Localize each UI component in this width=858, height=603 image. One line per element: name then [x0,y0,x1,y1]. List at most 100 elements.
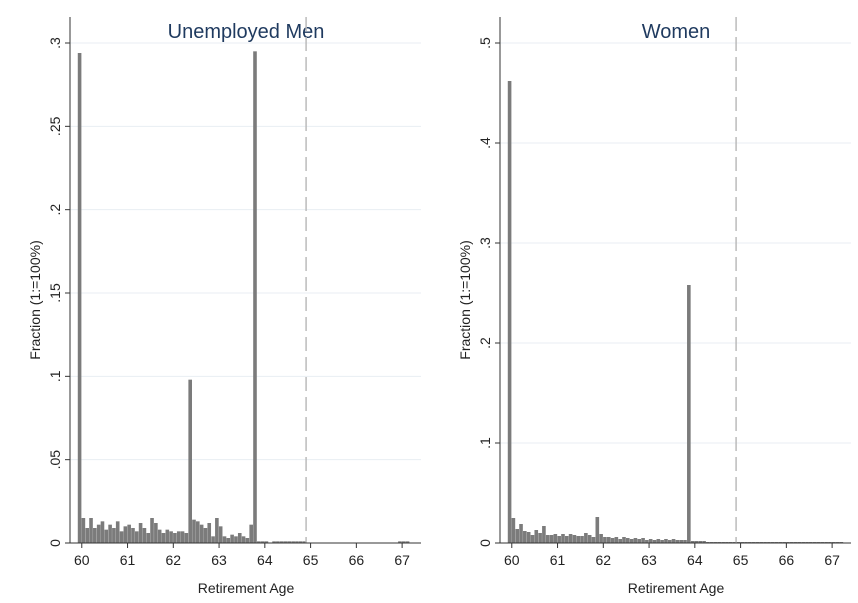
panel-title: Women [642,21,711,43]
x-tick-label: 63 [641,552,657,568]
histogram-bar [614,537,619,543]
histogram-bar [523,531,527,543]
y-tick-label: .3 [477,237,493,249]
y-tick-label: .2 [477,337,493,349]
histogram-bar [89,518,93,543]
x-tick-label: 67 [394,552,410,568]
histogram-bar [519,524,523,543]
histogram-bar [93,528,97,543]
x-axis-label: Retirement Age [628,580,725,596]
histogram-bar [230,534,234,543]
histogram-bar [690,541,695,543]
y-tick-label: .25 [47,116,63,136]
x-tick-label: 61 [120,552,136,568]
x-tick-label: 62 [166,552,182,568]
histogram-bar [298,541,303,543]
histogram-bar [603,537,607,543]
histogram-bar [108,524,112,543]
histogram-bar [683,540,687,543]
histogram-bar [257,541,261,543]
histogram-bar [401,541,406,543]
histogram-bar [302,541,307,543]
histogram-bar [606,537,611,543]
histogram-bar [287,541,292,543]
histogram-bar [622,537,626,543]
histogram-bar [81,518,86,543]
histogram-bar [180,531,185,543]
histogram-bar [587,535,592,543]
histogram-bar [553,534,558,543]
x-tick-label: 66 [349,552,365,568]
histogram-bar [123,526,128,543]
histogram-bar [237,533,242,543]
histogram-bar [264,541,269,543]
histogram-bar [530,535,535,543]
histogram-bar [568,534,573,543]
histogram-bar [572,535,577,543]
histogram-bar [591,537,596,543]
histogram-bar [176,531,181,543]
histogram-bar [157,529,162,543]
histogram-bar [272,541,276,543]
histogram-bar [276,541,280,543]
histogram-bar [534,530,539,543]
histogram-bar [679,540,684,543]
histogram-bar [610,538,615,543]
histogram-bar [161,533,166,543]
histogram-bar [96,524,101,543]
y-tick-label: .15 [47,283,63,303]
histogram-bar [667,540,672,543]
histogram-bar [599,534,603,543]
x-tick-label: 67 [824,552,840,568]
histogram-bar [260,541,265,543]
histogram-bar [234,536,238,543]
histogram-bar [119,531,124,543]
y-tick-label: 0 [47,539,63,547]
histogram-bar [584,533,588,543]
histogram-bar [618,539,623,543]
x-tick-label: 60 [74,552,90,568]
histogram-bar [542,526,546,543]
histogram-bar [104,529,109,543]
histogram-bar [279,541,284,543]
y-tick-label: .3 [47,37,63,49]
y-tick-label: .4 [477,137,493,149]
histogram-bar [652,540,657,543]
histogram-bar [526,532,531,543]
histogram-bar [253,51,257,543]
histogram-bar [203,528,208,543]
y-tick-label: .05 [47,450,63,470]
histogram-bar [146,533,151,543]
histogram-bar [507,81,512,543]
histogram-bar [195,521,200,543]
histogram-bar [664,539,668,543]
x-tick-label: 64 [687,552,703,568]
histogram-bar [557,536,561,543]
histogram-bar [291,541,295,543]
histogram-bar [545,535,550,543]
histogram-bar [77,53,82,543]
histogram-bar [85,528,90,543]
y-tick-label: .2 [47,204,63,216]
histogram-bar [694,541,699,543]
panel-unemployed-men: Unemployed Men Fraction (1:=100%) Retire… [27,17,421,596]
histogram-bar [127,524,131,543]
x-tick-label: 65 [303,552,319,568]
histogram-bar [215,518,219,543]
x-tick-label: 66 [779,552,795,568]
histogram-bar [511,518,516,543]
x-tick-label: 64 [257,552,273,568]
histogram-bar [188,379,193,543]
x-tick-label: 62 [596,552,612,568]
histogram-bar [629,539,634,543]
histogram-bar [211,536,215,543]
histogram-bar [580,536,584,543]
histogram-bar [549,535,554,543]
histogram-bar [576,536,581,543]
histogram-bar [637,539,642,543]
histogram-bar [100,521,105,543]
histogram-bar [633,538,638,543]
y-tick-label: .1 [47,370,63,382]
y-axis-label: Fraction (1:=100%) [457,240,473,359]
